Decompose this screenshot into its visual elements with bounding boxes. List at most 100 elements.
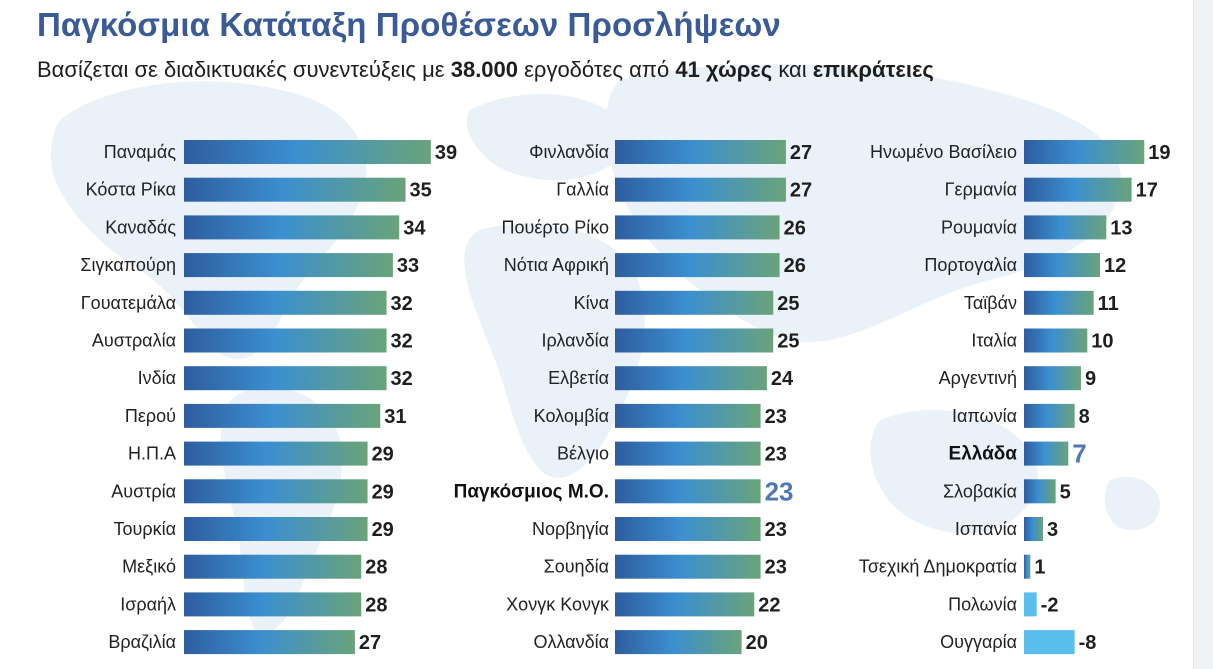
value-label: 32 (391, 293, 413, 315)
bar-περού (184, 403, 381, 428)
category-label: Ιρλανδία (542, 331, 609, 351)
category-label: Η.Π.Α (128, 444, 176, 464)
category-label: Ταϊβάν (964, 293, 1017, 313)
subtitle-employers-count: 38.000 (450, 57, 519, 82)
bar-αυστρία (184, 479, 368, 504)
value-label: -8 (1079, 632, 1097, 654)
bar-βραζιλία (184, 630, 355, 655)
right-edge-strip (1193, 0, 1213, 669)
category-label: Μεξικό (122, 557, 176, 577)
category-label: Αργεντινή (939, 368, 1017, 388)
bar-τουρκία (184, 517, 368, 541)
bar-παγκόσμιος-μ-ο- (615, 479, 761, 504)
category-label: Βέλγιο (557, 444, 609, 464)
category-label: Ισπανία (955, 519, 1017, 539)
value-label: 7 (1072, 439, 1086, 469)
subtitle-countries-count: 41 χώρες (675, 57, 773, 82)
value-label: 26 (784, 255, 806, 277)
bar-αυστραλία (184, 328, 387, 353)
category-label: Σλοβακία (943, 481, 1017, 501)
bar-νότια-αφρική (615, 253, 780, 278)
bar-αργεντινή (1024, 366, 1081, 391)
value-label: 29 (372, 444, 394, 466)
category-label: Αυστραλία (92, 331, 176, 351)
bar-σουηδία (615, 554, 761, 579)
category-label: Πολωνία (948, 594, 1017, 614)
category-label: Πορτογαλία (924, 255, 1017, 275)
value-label: 31 (384, 406, 406, 428)
value-label: 33 (397, 255, 419, 277)
bar-καναδάς (184, 215, 400, 240)
value-label: 23 (765, 476, 794, 506)
value-label: 19 (1148, 142, 1170, 164)
bar-ρουμανία (1024, 215, 1107, 240)
value-label: 22 (758, 594, 780, 616)
category-label: Γουατεμάλα (81, 293, 176, 313)
category-label: Γαλλία (556, 180, 609, 200)
value-label: -2 (1041, 594, 1059, 616)
category-label: Ελβετία (548, 368, 609, 388)
bar-ελβετία (615, 366, 767, 391)
value-label: 25 (777, 331, 799, 353)
category-label: Νότια Αφρική (504, 255, 609, 275)
subtitle-territories: επικράτειες (812, 57, 934, 82)
bar-ινδία (184, 366, 387, 391)
value-label: 39 (435, 142, 457, 164)
bar-κόστα-ρίκα (184, 177, 406, 202)
category-label: Αυστρία (111, 481, 176, 501)
category-label: Νορβηγία (532, 519, 609, 539)
category-label: Πουέρτο Ρίκο (501, 217, 609, 237)
bar-ολλανδία (615, 630, 742, 655)
value-label: 27 (359, 632, 381, 654)
category-label: Κόστα Ρίκα (86, 180, 176, 200)
bar-βέλγιο (615, 441, 761, 466)
category-label: Ρουμανία (941, 217, 1017, 237)
category-label: Ιαπωνία (952, 406, 1017, 426)
category-label: Ηνωμένο Βασίλειο (870, 142, 1017, 162)
value-label: 5 (1060, 481, 1071, 503)
bar-κίνα (615, 290, 774, 315)
subtitle-text-1: Βασίζεται σε διαδικτυακές συνεντεύξεις μ… (37, 57, 451, 82)
bar-ουγγαρία (1024, 630, 1075, 655)
value-label: 23 (765, 406, 787, 428)
category-label: Φινλανδία (529, 142, 609, 162)
category-label: Ολλανδία (533, 632, 609, 652)
value-label: 11 (1098, 293, 1119, 315)
bar-πουέρτο-ρίκο (615, 215, 780, 240)
bar-ελλάδα (1024, 441, 1069, 466)
bar-φινλανδία (615, 140, 786, 164)
bar-ισραήλ (184, 592, 362, 617)
value-label: 28 (365, 557, 387, 579)
bar-γερμανία (1024, 177, 1132, 202)
value-label: 23 (765, 557, 787, 579)
category-label: Ουγγαρία (940, 632, 1017, 652)
value-label: 34 (403, 217, 426, 239)
category-label: Βραζιλία (108, 632, 176, 652)
value-label: 9 (1085, 368, 1096, 390)
bar-πορτογαλία (1024, 253, 1100, 278)
category-label: Καναδάς (105, 217, 176, 237)
bar-χονγκ-κονγκ (615, 592, 755, 617)
value-label: 29 (372, 519, 394, 541)
category-label: Τουρκία (113, 519, 176, 539)
value-label: 1 (1034, 557, 1045, 579)
value-label: 3 (1047, 519, 1058, 541)
category-label: Γερμανία (945, 180, 1017, 200)
value-label: 35 (410, 180, 432, 202)
category-label: Ιταλία (971, 331, 1017, 351)
value-label: 28 (365, 594, 387, 616)
bar-μεξικό (184, 554, 362, 579)
value-label: 26 (784, 217, 806, 239)
bar-πολωνία (1024, 592, 1037, 617)
value-label: 24 (771, 368, 794, 390)
value-label: 27 (790, 180, 812, 202)
category-label: Παναμάς (104, 142, 177, 162)
page-title: Παγκόσμια Κατάταξη Προθέσεων Προσλήψεων (37, 6, 781, 43)
value-label: 23 (765, 444, 787, 466)
bar-σλοβακία (1024, 479, 1056, 504)
bar-σιγκαπούρη (184, 253, 393, 278)
category-label: Χονγκ Κονγκ (506, 594, 610, 614)
category-label: Περού (125, 406, 176, 426)
bar-γουατεμάλα (184, 290, 387, 315)
